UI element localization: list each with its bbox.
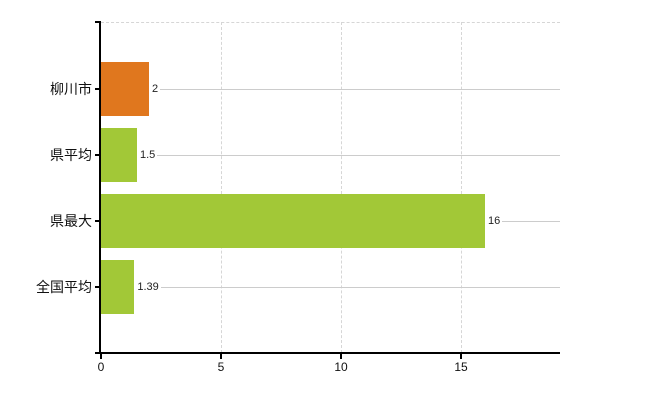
bar-value-label: 1.5 bbox=[140, 148, 156, 161]
value-row-3: 1.39 bbox=[134, 260, 560, 314]
y-axis-line bbox=[99, 22, 101, 354]
category-label-1: 県平均 bbox=[50, 147, 92, 163]
y-axis-tick bbox=[95, 154, 101, 156]
bar-3 bbox=[101, 260, 135, 314]
bar-0 bbox=[101, 62, 149, 116]
y-axis-tick bbox=[95, 220, 101, 222]
x-axis-tick bbox=[460, 354, 462, 359]
bar-value-label: 1.39 bbox=[137, 280, 159, 293]
bar-1 bbox=[101, 128, 137, 182]
x-axis-tick bbox=[340, 354, 342, 359]
leader-line bbox=[160, 88, 560, 90]
x-tick-label-5: 5 bbox=[217, 360, 225, 374]
leader-line bbox=[502, 220, 560, 222]
leader-line bbox=[157, 154, 560, 156]
value-row-2: 16 bbox=[485, 194, 560, 248]
category-label-3: 全国平均 bbox=[36, 279, 92, 295]
y-axis-tick bbox=[95, 88, 101, 90]
plot-area: 2 1.5 16 1.39 bbox=[101, 22, 560, 353]
x-tick-label-15: 15 bbox=[454, 360, 468, 374]
x-axis-tick bbox=[100, 354, 102, 359]
x-axis-line bbox=[95, 352, 560, 354]
leader-line bbox=[160, 286, 560, 288]
gridline-x-5 bbox=[221, 22, 222, 353]
plot-top-border bbox=[101, 22, 560, 23]
value-row-0: 2 bbox=[149, 62, 560, 116]
bar-value-label: 2 bbox=[152, 82, 159, 95]
gridline-x-15 bbox=[461, 22, 462, 353]
category-label-2: 県最大 bbox=[50, 213, 92, 229]
bar-value-label: 16 bbox=[488, 214, 501, 227]
x-tick-label-10: 10 bbox=[334, 360, 348, 374]
y-axis-tick bbox=[95, 352, 101, 354]
bar-2 bbox=[101, 194, 485, 248]
gridline-x-10 bbox=[341, 22, 342, 353]
category-label-0: 柳川市 bbox=[50, 81, 92, 97]
y-axis-tick bbox=[95, 21, 101, 23]
y-axis-tick bbox=[95, 286, 101, 288]
x-axis-tick bbox=[220, 354, 222, 359]
value-row-1: 1.5 bbox=[137, 128, 560, 182]
x-tick-label-0: 0 bbox=[97, 360, 105, 374]
